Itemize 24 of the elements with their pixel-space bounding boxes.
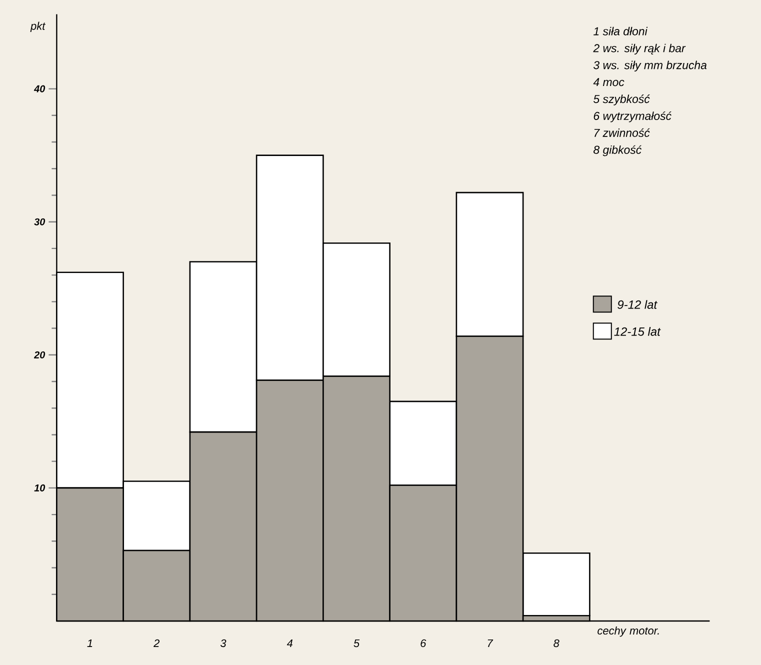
- legend-label: 12-15 lat: [614, 327, 661, 336]
- y-tick-label: 40: [34, 85, 46, 92]
- y-axis-title: pkt: [30, 22, 46, 32]
- text: 4 moc: [593, 78, 624, 86]
- x-axis-title: cechy motor.: [598, 626, 659, 637]
- text: 6 wytrzymałość: [594, 111, 672, 122]
- text: 5 szybkość: [593, 94, 650, 106]
- y-tick-label: 30: [34, 218, 46, 226]
- x-tick-label: 7: [488, 639, 494, 647]
- text: 3 ws. siły mm brzucha: [593, 60, 707, 72]
- text: 8 gibkość: [594, 145, 642, 156]
- x-tick-label: 6: [420, 639, 426, 648]
- x-tick-label: 3: [220, 639, 226, 648]
- x-tick-label: 5: [354, 639, 360, 648]
- text: 2 ws. siły rąk i bar: [593, 44, 686, 55]
- x-tick-label: 8: [554, 639, 560, 648]
- text: 1 siła dłoni: [594, 26, 648, 36]
- y-tick-label: 20: [34, 351, 46, 358]
- text: 7 zwinność: [594, 128, 650, 137]
- y-tick-label: 10: [34, 484, 46, 492]
- x-tick-label: 2: [154, 639, 160, 647]
- legend-label: 9-12 lat: [618, 300, 658, 309]
- x-tick-label: 4: [286, 639, 293, 647]
- x-tick-label: 1: [87, 639, 92, 647]
